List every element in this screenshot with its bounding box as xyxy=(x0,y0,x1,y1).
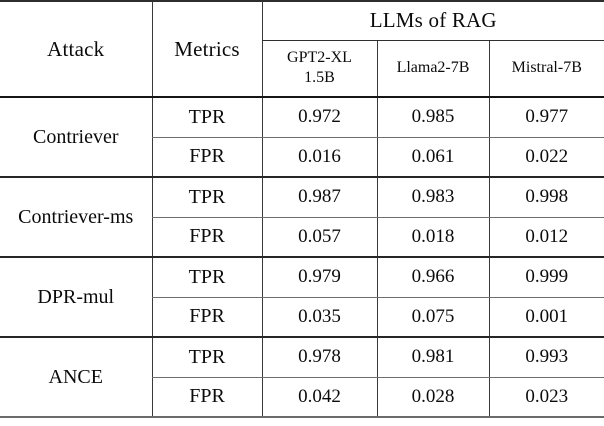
col-header-metrics: Metrics xyxy=(151,0,262,98)
value-cell: 0.978 xyxy=(261,337,377,378)
attack-name-contriever: Contriever xyxy=(0,97,152,178)
col-header-gpt2xl: GPT2-XL 1.5B xyxy=(261,40,377,98)
value-cell: 0.972 xyxy=(261,97,377,138)
metric-label-fpr: FPR xyxy=(151,137,262,178)
metric-label-tpr: TPR xyxy=(151,337,262,378)
value-cell: 0.075 xyxy=(376,297,489,338)
value-cell: 0.057 xyxy=(261,217,377,258)
value-cell: 0.028 xyxy=(376,377,489,418)
col-header-llama2: Llama2-7B xyxy=(376,40,489,98)
metric-label-tpr: TPR xyxy=(151,97,262,138)
value-cell: 0.999 xyxy=(488,257,604,298)
value-cell: 0.998 xyxy=(488,177,604,218)
value-cell: 0.987 xyxy=(261,177,377,218)
value-cell: 0.016 xyxy=(261,137,377,178)
attack-name-ance: ANCE xyxy=(0,337,152,418)
col-header-llms-group: LLMs of RAG xyxy=(261,0,604,41)
metric-label-fpr: FPR xyxy=(151,297,262,338)
metric-label-fpr: FPR xyxy=(151,217,262,258)
col-header-attack: Attack xyxy=(0,0,152,98)
value-cell: 0.977 xyxy=(488,97,604,138)
metric-label-tpr: TPR xyxy=(151,177,262,218)
value-cell: 0.985 xyxy=(376,97,489,138)
value-cell: 0.001 xyxy=(488,297,604,338)
value-cell: 0.035 xyxy=(261,297,377,338)
value-cell: 0.022 xyxy=(488,137,604,178)
value-cell: 0.061 xyxy=(376,137,489,178)
col-header-mistral: Mistral-7B xyxy=(488,40,604,98)
metric-label-tpr: TPR xyxy=(151,257,262,298)
value-cell: 0.012 xyxy=(488,217,604,258)
value-cell: 0.966 xyxy=(376,257,489,298)
attack-name-contriever-ms: Contriever-ms xyxy=(0,177,152,258)
value-cell: 0.993 xyxy=(488,337,604,378)
attack-name-dpr-mul: DPR-mul xyxy=(0,257,152,338)
value-cell: 0.042 xyxy=(261,377,377,418)
value-cell: 0.981 xyxy=(376,337,489,378)
value-cell: 0.979 xyxy=(261,257,377,298)
value-cell: 0.983 xyxy=(376,177,489,218)
value-cell: 0.018 xyxy=(376,217,489,258)
value-cell: 0.023 xyxy=(488,377,604,418)
metric-label-fpr: FPR xyxy=(151,377,262,418)
